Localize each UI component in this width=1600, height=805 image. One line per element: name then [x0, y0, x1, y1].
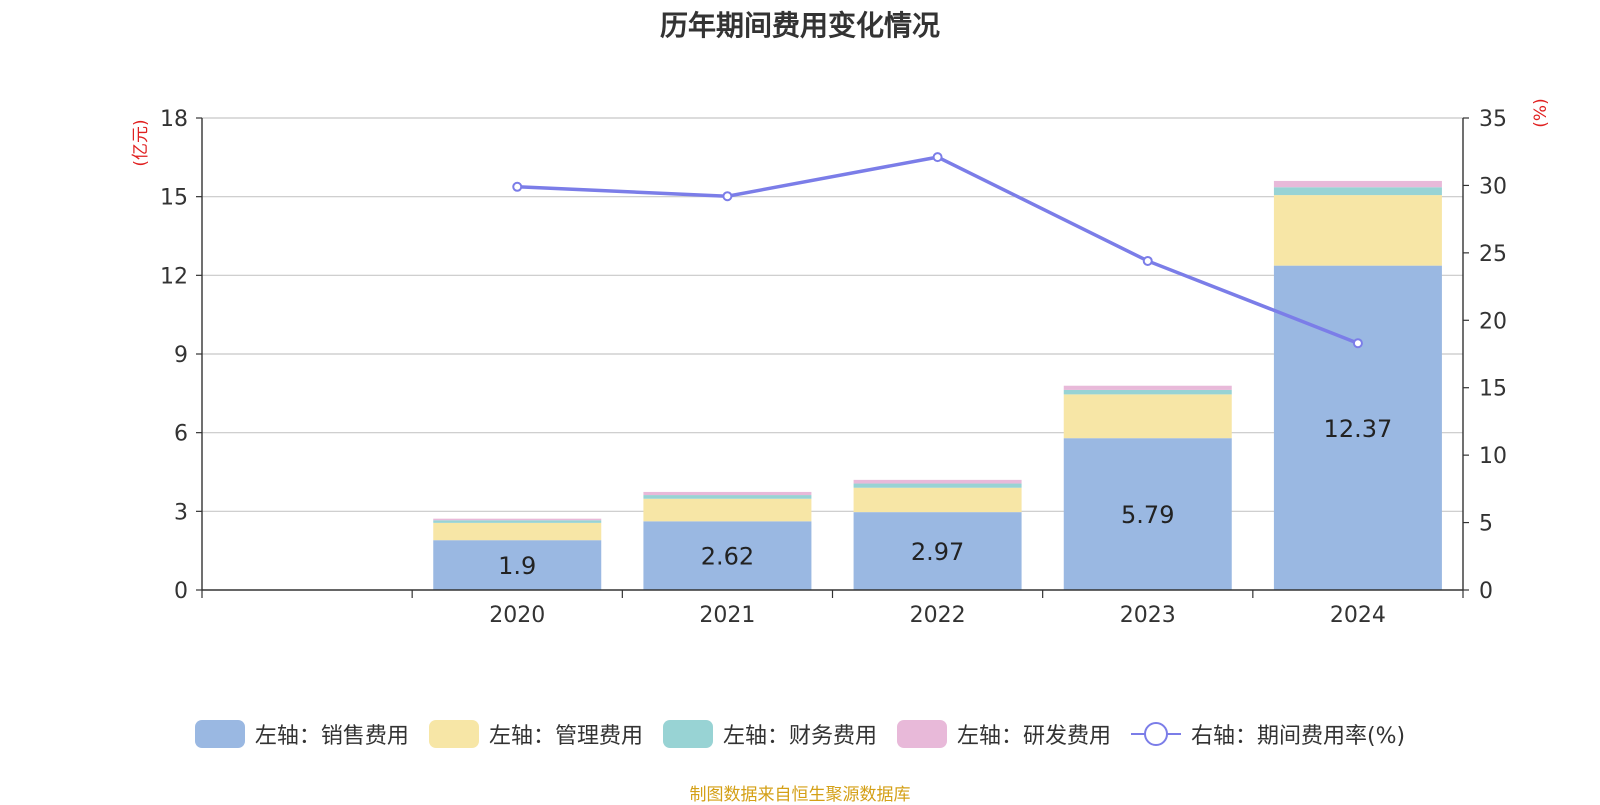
left-axis-tick-label: 6	[174, 422, 188, 447]
bar-segment-1	[1063, 394, 1232, 439]
legend-item-rd[interactable]: 左轴：研发费用	[896, 718, 1111, 750]
bar-segment-0	[1063, 438, 1232, 590]
bar-segment-3	[1273, 180, 1442, 188]
bar-segment-0	[853, 512, 1022, 590]
left-axis-tick-label: 3	[174, 500, 188, 525]
bar-segment-3	[433, 518, 602, 521]
bar-data-label: 5.79	[1121, 501, 1174, 529]
chart-title: 历年期间费用变化情况	[659, 9, 940, 42]
legend-swatch-sales	[194, 720, 245, 748]
right-axis-tick-label: 10	[1479, 444, 1507, 469]
x-axis-tick-label: 2023	[1120, 603, 1176, 628]
bar-segment-1	[853, 487, 1022, 513]
right-axis-tick-label: 5	[1479, 512, 1493, 537]
chart-area: 0 3 6 9 12 15 18 0 5 10 15 20 25 30 35 2020 2021 2022 2023…	[131, 98, 1551, 628]
legend: 左轴：销售费用 左轴：管理费用 左轴：财务费用 左轴：研发费用 右轴：期间费用率…	[0, 718, 1600, 750]
rate-point	[1142, 255, 1153, 266]
data-labels: 1.9 2.62 2.97 5.79 12.37	[498, 415, 1392, 580]
right-axis-tick-label: 30	[1479, 174, 1507, 199]
bar-series	[433, 180, 1442, 590]
bar-data-label: 12.37	[1324, 415, 1393, 443]
bar-segment-1	[1273, 195, 1442, 266]
legend-item-sales[interactable]: 左轴：销售费用	[194, 718, 409, 750]
left-axis-tick-label: 15	[160, 186, 188, 211]
bar-data-label: 2.62	[701, 543, 754, 571]
legend-label-admin: 左轴：管理费用	[488, 724, 643, 749]
bar-segment-1	[433, 522, 602, 541]
legend-line-marker-icon	[1130, 722, 1181, 746]
bar-segment-2	[433, 520, 602, 523]
rate-point	[1352, 338, 1363, 349]
legend-label-rd: 左轴：研发费用	[956, 724, 1111, 749]
legend-swatch-rd	[896, 720, 947, 748]
bar-segment-1	[643, 498, 812, 522]
source-footer: 制图数据来自恒生聚源数据库	[689, 785, 911, 805]
left-axis-tick-label: 0	[174, 579, 188, 604]
rate-point	[512, 181, 523, 192]
legend-item-finance[interactable]: 左轴：财务费用	[662, 718, 877, 750]
right-axis-tick-label: 15	[1479, 377, 1507, 402]
rate-point	[932, 152, 943, 163]
left-axis-unit-label: (亿元)	[131, 119, 151, 166]
bar-segment-2	[1063, 389, 1232, 395]
bar-segment-2	[643, 495, 812, 499]
legend-label-sales: 左轴：销售费用	[254, 724, 409, 749]
bar-data-label: 1.9	[498, 552, 536, 580]
left-axis-tick-label: 12	[160, 264, 188, 289]
x-axis-tick-label: 2024	[1330, 603, 1386, 628]
legend-swatch-finance	[662, 720, 713, 748]
bar-segment-3	[1063, 385, 1232, 390]
bar-segment-0	[433, 540, 602, 590]
right-axis-tick-label: 20	[1479, 309, 1507, 334]
legend-label-finance: 左轴：财务费用	[722, 724, 877, 749]
legend-swatch-admin	[428, 720, 479, 748]
line-series	[512, 152, 1363, 349]
legend-item-rate[interactable]: 右轴：期间费用率(%)	[1130, 718, 1406, 750]
bar-data-label: 2.97	[911, 538, 964, 566]
legend-item-admin[interactable]: 左轴：管理费用	[428, 718, 643, 750]
grid-lines	[202, 117, 1463, 512]
bar-segment-3	[853, 479, 1022, 484]
right-axis-unit-label: (%)	[1531, 98, 1551, 127]
left-axis-tick-label: 18	[160, 107, 188, 132]
bar-segment-2	[1273, 187, 1442, 196]
x-axis-tick-label: 2020	[489, 603, 545, 628]
x-axis-tick-label: 2021	[699, 603, 755, 628]
bar-segment-2	[853, 483, 1022, 488]
bar-segment-3	[643, 491, 812, 496]
right-axis-tick-label: 35	[1479, 107, 1507, 132]
bar-segment-0	[643, 521, 812, 590]
rate-line	[517, 155, 1359, 345]
rate-point	[722, 191, 733, 202]
right-axis-tick-label: 25	[1479, 242, 1507, 267]
legend-label-rate: 右轴：期间费用率(%)	[1190, 724, 1406, 749]
x-axis-tick-label: 2022	[910, 603, 966, 628]
axes: 0 3 6 9 12 15 18 0 5 10 15 20 25 30 35 2020 2021 2022 2023…	[131, 98, 1551, 628]
left-axis-tick-label: 9	[174, 343, 188, 368]
right-axis-tick-label: 0	[1479, 579, 1493, 604]
